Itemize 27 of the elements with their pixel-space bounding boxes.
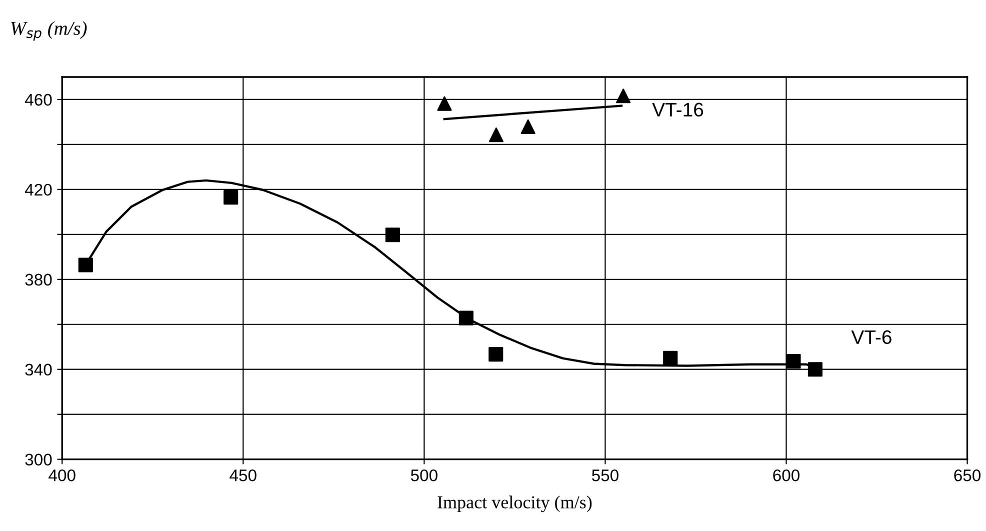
point xyxy=(616,88,631,104)
point xyxy=(663,350,678,366)
y-tick-label: 420 xyxy=(24,184,52,196)
y-tick-label: 340 xyxy=(25,364,52,376)
x-tick-label: 550 xyxy=(592,469,618,482)
point xyxy=(520,119,536,134)
point xyxy=(78,258,93,272)
x-tick-label: 450 xyxy=(230,469,256,482)
x-tick-label: 650 xyxy=(954,469,981,482)
x-axis-title: Impact velocity (m/s) xyxy=(438,496,592,512)
y-tick-label: 380 xyxy=(25,274,52,286)
x-tick-label: 400 xyxy=(48,469,76,482)
point xyxy=(488,347,504,362)
point xyxy=(385,228,400,242)
y-tick-label: 300 xyxy=(25,454,52,466)
point xyxy=(437,96,452,111)
y-tick-label: 460 xyxy=(24,94,52,106)
x-tick-label: 600 xyxy=(773,469,800,482)
point xyxy=(786,354,801,369)
point xyxy=(488,128,504,142)
text: VT-6 xyxy=(851,330,892,344)
point xyxy=(458,310,474,326)
series-label: VT-16 xyxy=(652,102,704,117)
x-tick-label: 500 xyxy=(410,469,438,482)
y-axis-title: W$_{sp}$ (m/s) xyxy=(11,21,87,41)
point xyxy=(808,362,822,377)
point xyxy=(224,190,238,205)
